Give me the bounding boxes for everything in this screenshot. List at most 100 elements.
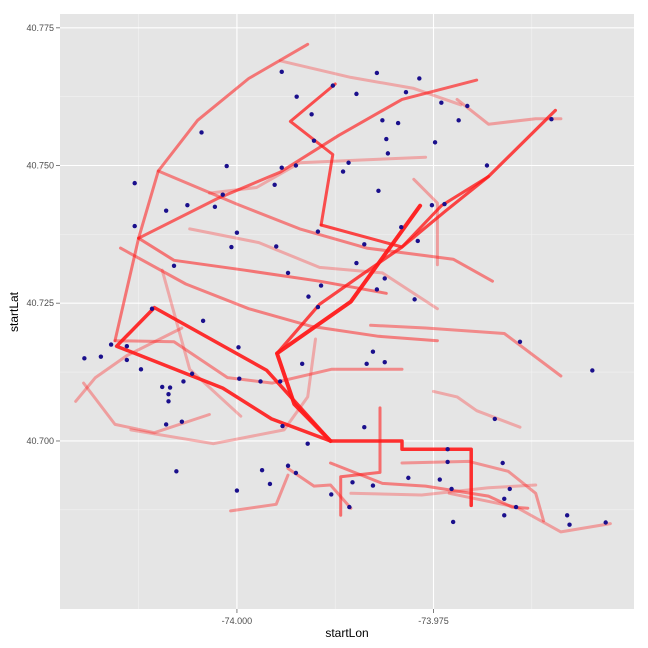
station-point [259,467,265,473]
route-line [412,177,439,267]
station-point [502,513,507,518]
station-point [293,163,299,168]
station-point [267,481,273,487]
station-point [406,475,411,481]
station-point [329,492,334,497]
station-point [412,297,417,302]
station-point [442,201,447,207]
route-line [369,323,563,378]
station-point [395,120,401,126]
station-point [98,354,104,359]
station-point [445,447,450,452]
station-point [138,367,144,372]
station-point [376,188,381,194]
grid-major-lines [60,14,634,609]
station-point [354,260,359,266]
station-point [163,422,169,427]
station-point [132,223,137,229]
route-line [74,326,184,403]
station-point [185,202,190,208]
route-line [328,439,473,508]
station-point [354,91,359,97]
route-line [432,389,522,429]
station-point [124,344,130,349]
station-point [603,520,608,525]
station-point [167,385,173,390]
route-line [156,169,494,283]
station-point [507,486,512,492]
station-point [306,294,311,299]
station-point [513,504,519,510]
station-point [384,136,389,142]
route-line [288,82,337,227]
station-point [200,318,206,324]
station-point [429,202,435,208]
station-point [274,244,279,249]
station-point [318,283,324,288]
station-point [305,441,310,446]
station-point [258,379,263,384]
station-point [166,399,171,404]
station-point [174,469,179,474]
station-point [549,117,554,122]
station-point [220,192,225,197]
station-point [445,459,450,465]
x-tick-label: -74.000 [222,616,253,626]
station-point [212,204,218,210]
station-point [277,379,283,384]
station-point [484,163,490,168]
route-line [229,473,290,513]
station-point [236,345,241,350]
station-point [293,470,299,476]
route-line [129,337,317,446]
station-point [279,69,284,75]
station-point [181,379,186,384]
station-point [280,423,285,429]
station-point [171,263,177,268]
station-point [374,70,380,76]
station-point [179,419,185,424]
station-point [234,488,240,493]
station-point [370,483,376,488]
station-point [299,361,305,367]
route-line [275,203,423,443]
route-line [137,78,479,240]
station-point [309,112,314,117]
station-point [346,160,351,165]
station-point [285,270,291,276]
station-point [82,356,87,361]
station-point [163,208,169,213]
station-point [124,357,130,363]
station-point [237,376,242,381]
route-line [119,246,439,343]
station-point [374,287,380,292]
station-point [362,242,367,247]
station-point [272,182,277,187]
station-point [370,349,376,354]
y-tick-label: 40.725 [26,298,54,308]
station-point [437,477,442,482]
y-axis-ticks: 40.700 40.725 40.750 40.775 [26,23,60,446]
station-point [385,151,391,156]
station-point [132,180,137,186]
station-point [199,130,204,135]
x-axis-title: startLon [325,626,368,640]
station-point [166,391,171,397]
station-point [564,513,570,518]
grid-minor-lines [60,14,634,609]
station-point [330,83,336,88]
route-line [447,491,612,534]
route-line [113,42,310,343]
route-line [319,175,490,249]
y-tick-label: 40.700 [26,436,54,446]
x-tick-label: -73.975 [418,616,449,626]
route-line [188,227,439,311]
station-point [350,480,355,485]
y-tick-label: 40.775 [26,23,54,33]
route-line [160,268,243,418]
station-point [311,138,317,143]
route-line [278,59,463,107]
station-point [567,522,572,527]
station-point [279,165,284,170]
station-point [362,424,367,430]
